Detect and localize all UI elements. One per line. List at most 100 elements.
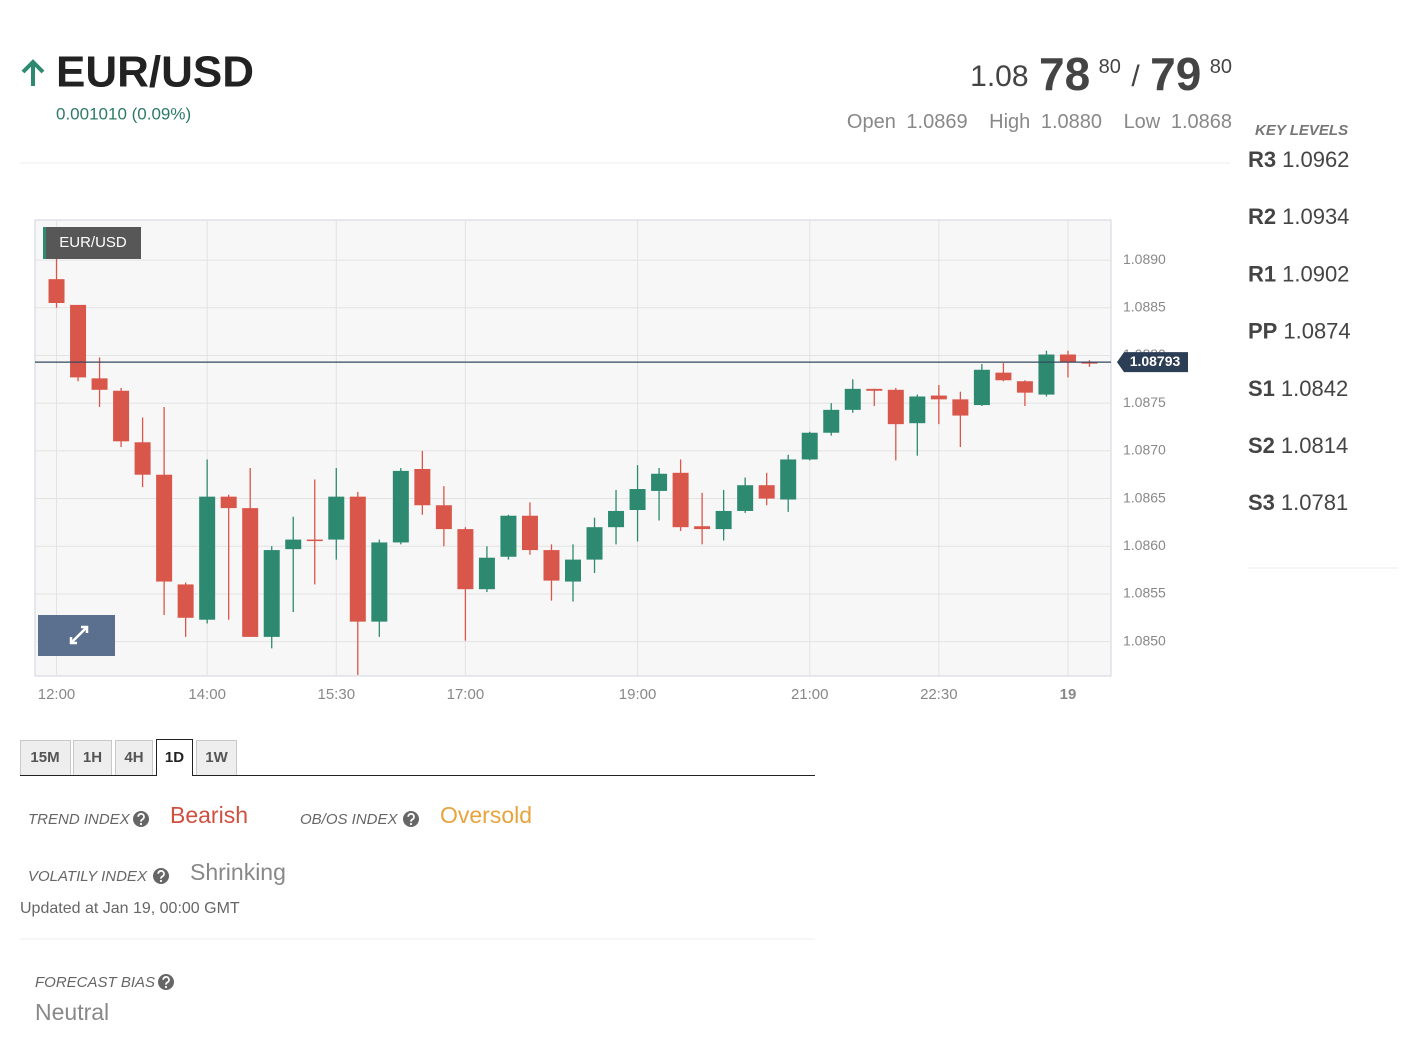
key-level-label: S2: [1248, 433, 1275, 458]
candle-body: [500, 515, 517, 557]
candle-body: [1016, 381, 1033, 393]
tab-label[interactable]: 4H: [124, 749, 143, 766]
tab[interactable]: [196, 740, 237, 776]
candle-body: [113, 390, 130, 442]
key-level-label: S1: [1248, 376, 1275, 401]
candle-body: [973, 369, 990, 406]
help-icon[interactable]: [153, 868, 169, 884]
y-tick-label: 1.0865: [1123, 489, 1166, 505]
stat-label: Open: [847, 111, 896, 133]
up-arrow-icon: [21, 59, 45, 86]
forecast-label: FORECAST BIAS: [35, 974, 155, 991]
help-glyph: [407, 813, 415, 822]
tab[interactable]: [20, 740, 71, 776]
candle-body: [801, 432, 818, 460]
stat-label: High: [989, 111, 1030, 133]
help-dot: [409, 822, 413, 826]
stats: Open 1.0869 High 1.0880 Low 1.0868: [847, 111, 1232, 133]
stat-label: Low: [1124, 111, 1161, 133]
candle-body: [995, 372, 1012, 381]
obos-value: Oversold: [440, 802, 532, 828]
x-tick-label: 19:00: [619, 686, 657, 703]
help-icon[interactable]: [133, 811, 149, 827]
candle-body: [565, 559, 581, 582]
help-dot: [164, 985, 168, 989]
y-tick-label: 1.0850: [1123, 632, 1166, 648]
candle-body: [543, 550, 560, 581]
x-tick-label: 19: [1060, 686, 1077, 703]
candle-body: [930, 395, 947, 400]
candle-body: [1081, 362, 1098, 364]
candle-body: [1038, 354, 1055, 395]
candle-body: [672, 472, 689, 528]
chart-tag-accent: [43, 227, 46, 259]
help-icon[interactable]: [158, 974, 174, 990]
candle-body: [715, 510, 732, 530]
candle-body: [371, 542, 388, 622]
expand-button[interactable]: [38, 615, 115, 656]
key-level: S1 1.0842: [1248, 376, 1348, 401]
help-glyph: [157, 870, 165, 879]
help-circle: [153, 868, 169, 884]
key-level: PP 1.0874: [1248, 318, 1351, 343]
stat-value: 1.0868: [1171, 111, 1232, 133]
key-level: R1 1.0902: [1248, 261, 1349, 286]
price-prefix: 1.08: [970, 60, 1028, 93]
tab-active[interactable]: [156, 739, 193, 776]
y-tick-label: 1.0870: [1123, 442, 1166, 458]
ask-fraction: 80: [1210, 56, 1232, 78]
y-tick-label: 1.0860: [1123, 537, 1166, 553]
candle-body: [177, 584, 194, 618]
key-level: R3 1.0962: [1248, 147, 1349, 172]
candle-body: [70, 304, 87, 378]
candle-body: [435, 505, 452, 530]
key-level: S3 1.0781: [1248, 490, 1348, 515]
key-level-label: S3: [1248, 490, 1275, 515]
candle-body: [887, 389, 904, 425]
candle-body: [134, 442, 151, 475]
trend-value: Bearish: [170, 802, 248, 828]
bid-pips: 78: [1039, 48, 1090, 100]
candle-body: [478, 557, 495, 590]
key-level-value: 1.0842: [1281, 376, 1348, 401]
key-level-value: 1.0934: [1282, 204, 1349, 229]
obos-label: OB/OS INDEX: [300, 811, 399, 828]
tab-label[interactable]: 1W: [205, 749, 228, 766]
x-tick-label: 22:30: [920, 686, 958, 703]
help-glyph: [137, 813, 145, 822]
y-tick-label: 1.0875: [1123, 394, 1166, 410]
candle-body: [392, 470, 409, 543]
chart-tag-box: [43, 227, 141, 259]
volatility-value: Shrinking: [190, 859, 286, 885]
tab-label[interactable]: 1H: [83, 749, 102, 766]
help-icon[interactable]: [403, 811, 419, 827]
help-dot: [159, 879, 163, 883]
key-level-label: R2: [1248, 204, 1276, 229]
candle-body: [414, 468, 431, 506]
key-level: R2 1.0934: [1248, 204, 1349, 229]
plot-area: [34, 219, 1112, 677]
x-tick-label: 21:00: [791, 686, 829, 703]
x-tick-label: 12:00: [38, 686, 76, 703]
trend-label: TREND INDEX: [28, 811, 131, 828]
help-dot: [139, 822, 143, 826]
timeframe-tabs: 15M 1H 4H 1D 1W: [20, 739, 815, 777]
tab-label[interactable]: 15M: [30, 749, 59, 766]
x-tick-label: 17:00: [447, 686, 485, 703]
tab-label[interactable]: 1D: [165, 749, 184, 766]
candle-body: [48, 279, 65, 303]
tab[interactable]: [115, 740, 153, 776]
key-levels: R3 1.0962 R2 1.0934 R1 1.0902 PP 1.0874 S1 1.0842…: [1248, 147, 1351, 515]
chart-tag: EUR/USD: [59, 234, 127, 251]
forecast-value: Neutral: [35, 999, 109, 1025]
last-price-box: [1117, 352, 1188, 373]
price: 1.08 78 80 / 79 80: [970, 48, 1232, 100]
candle-body: [263, 550, 280, 637]
help-circle: [158, 974, 174, 990]
price-separator: /: [1131, 60, 1140, 93]
stat-value: 1.0880: [1041, 111, 1102, 133]
candle-body: [737, 485, 754, 511]
tab[interactable]: [73, 740, 112, 776]
